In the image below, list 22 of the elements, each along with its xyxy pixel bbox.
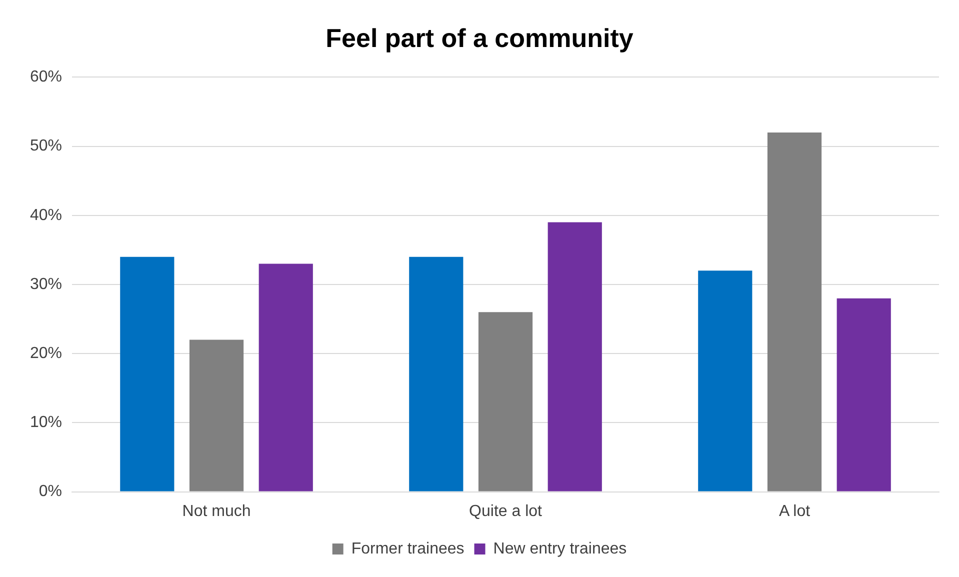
bar (409, 256, 464, 492)
chart-title: Feel part of a community (326, 22, 634, 53)
bar (548, 222, 602, 492)
bar (478, 312, 533, 492)
x-tick-label: A lot (778, 502, 811, 520)
bar (258, 264, 313, 492)
y-tick-label: 40% (30, 206, 62, 224)
bar (120, 256, 174, 492)
y-tick-label: 20% (30, 345, 62, 362)
y-tick-label: 0% (38, 483, 62, 500)
y-tick-label: 30% (30, 276, 62, 293)
legend-label: Former trainees (351, 540, 464, 558)
bar (767, 132, 822, 492)
y-tick-label: 50% (30, 138, 62, 155)
x-tick-label: Not much (182, 502, 251, 520)
legend-label: New entry trainees (493, 540, 627, 558)
bar (189, 340, 244, 492)
bar (836, 298, 891, 492)
bar (698, 270, 752, 492)
y-tick-label: 60% (30, 68, 62, 86)
y-tick-label: 10% (30, 414, 62, 432)
x-tick-label: Quite a lot (469, 502, 543, 520)
